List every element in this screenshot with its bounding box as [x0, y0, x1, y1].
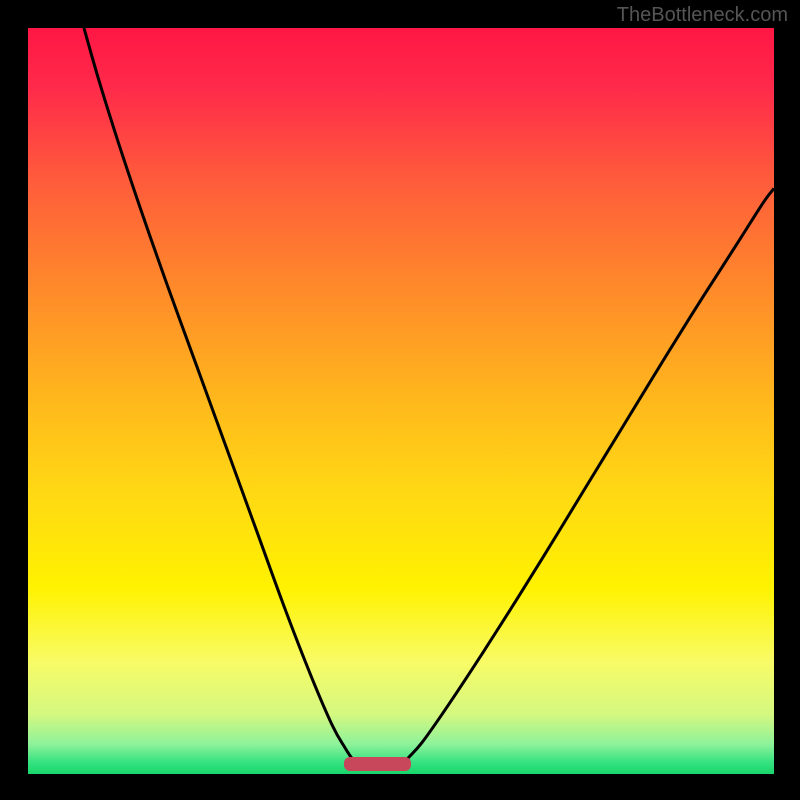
bottleneck-curve-left	[84, 28, 360, 767]
bottleneck-curve-right	[400, 188, 774, 766]
curve-layer	[28, 28, 774, 774]
watermark-text: TheBottleneck.com	[617, 4, 788, 27]
optimum-range-marker	[344, 757, 411, 771]
plot-area	[28, 28, 774, 774]
chart-container: TheBottleneck.com	[0, 0, 800, 800]
